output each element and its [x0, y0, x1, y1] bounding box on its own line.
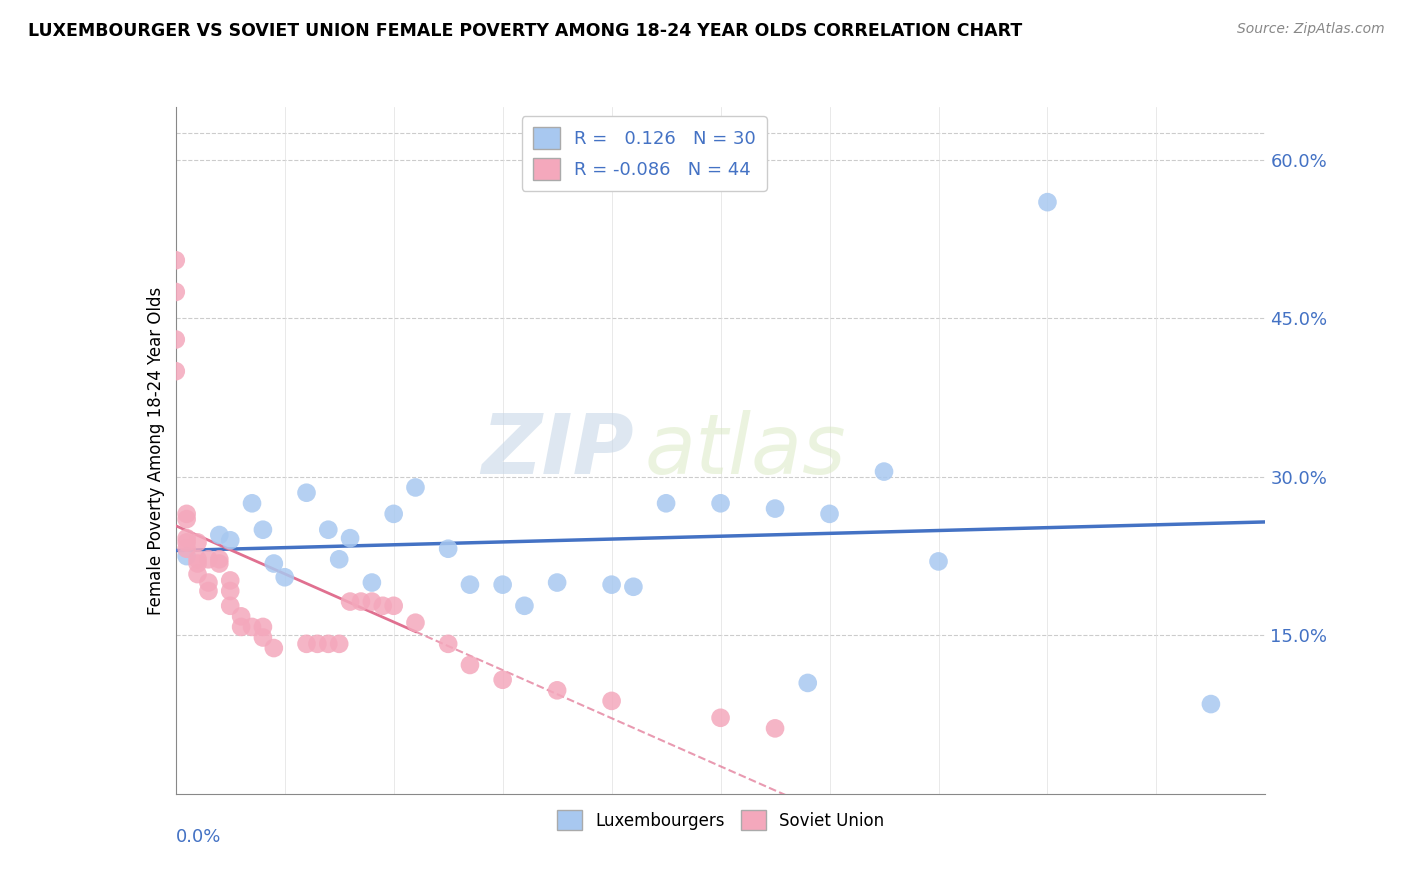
Y-axis label: Female Poverty Among 18-24 Year Olds: Female Poverty Among 18-24 Year Olds: [146, 286, 165, 615]
Point: [600, 694, 623, 708]
Point: [621, 580, 644, 594]
Point: [165, 364, 187, 378]
Point: [165, 285, 187, 299]
Point: [197, 552, 219, 566]
Point: [219, 584, 242, 599]
Point: [208, 528, 231, 542]
Legend: Luxembourgers, Soviet Union: Luxembourgers, Soviet Union: [550, 804, 891, 837]
Point: [405, 615, 427, 630]
Point: [197, 584, 219, 599]
Point: [240, 620, 263, 634]
Point: [307, 637, 329, 651]
Point: [186, 557, 209, 571]
Point: [176, 531, 198, 545]
Point: [437, 637, 460, 651]
Point: [252, 631, 274, 645]
Point: [458, 577, 481, 591]
Point: [176, 549, 198, 563]
Point: [928, 554, 950, 568]
Point: [1199, 697, 1222, 711]
Point: [546, 575, 568, 590]
Point: [318, 523, 340, 537]
Point: [1036, 195, 1059, 210]
Point: [186, 567, 209, 582]
Point: [382, 507, 405, 521]
Point: [295, 485, 318, 500]
Point: [458, 657, 481, 672]
Point: [252, 523, 274, 537]
Point: [328, 552, 350, 566]
Point: [165, 333, 187, 347]
Point: [382, 599, 405, 613]
Point: [873, 465, 896, 479]
Point: [165, 253, 187, 268]
Point: [318, 637, 340, 651]
Point: [360, 594, 382, 608]
Point: [186, 535, 209, 549]
Point: [513, 599, 536, 613]
Point: [600, 577, 623, 591]
Point: [176, 512, 198, 526]
Point: [176, 507, 198, 521]
Point: [252, 620, 274, 634]
Point: [240, 496, 263, 510]
Point: [655, 496, 678, 510]
Text: 0.0%: 0.0%: [176, 828, 221, 847]
Point: [176, 535, 198, 549]
Point: [437, 541, 460, 556]
Point: [197, 575, 219, 590]
Point: [263, 557, 285, 571]
Point: [219, 574, 242, 588]
Point: [219, 599, 242, 613]
Point: [328, 637, 350, 651]
Point: [763, 722, 786, 736]
Point: [710, 711, 733, 725]
Point: [818, 507, 841, 521]
Point: [546, 683, 568, 698]
Point: [710, 496, 733, 510]
Point: [492, 673, 515, 687]
Text: atlas: atlas: [644, 410, 846, 491]
Point: [339, 531, 361, 545]
Point: [295, 637, 318, 651]
Point: [231, 620, 253, 634]
Point: [208, 557, 231, 571]
Text: Source: ZipAtlas.com: Source: ZipAtlas.com: [1237, 22, 1385, 37]
Point: [763, 501, 786, 516]
Point: [371, 599, 394, 613]
Point: [350, 594, 373, 608]
Point: [231, 609, 253, 624]
Point: [274, 570, 297, 584]
Point: [360, 575, 382, 590]
Point: [176, 541, 198, 556]
Point: [263, 641, 285, 656]
Point: [492, 577, 515, 591]
Point: [186, 552, 209, 566]
Text: LUXEMBOURGER VS SOVIET UNION FEMALE POVERTY AMONG 18-24 YEAR OLDS CORRELATION CH: LUXEMBOURGER VS SOVIET UNION FEMALE POVE…: [28, 22, 1022, 40]
Point: [797, 676, 820, 690]
Point: [339, 594, 361, 608]
Text: ZIP: ZIP: [481, 410, 633, 491]
Point: [208, 552, 231, 566]
Point: [219, 533, 242, 548]
Point: [405, 480, 427, 494]
